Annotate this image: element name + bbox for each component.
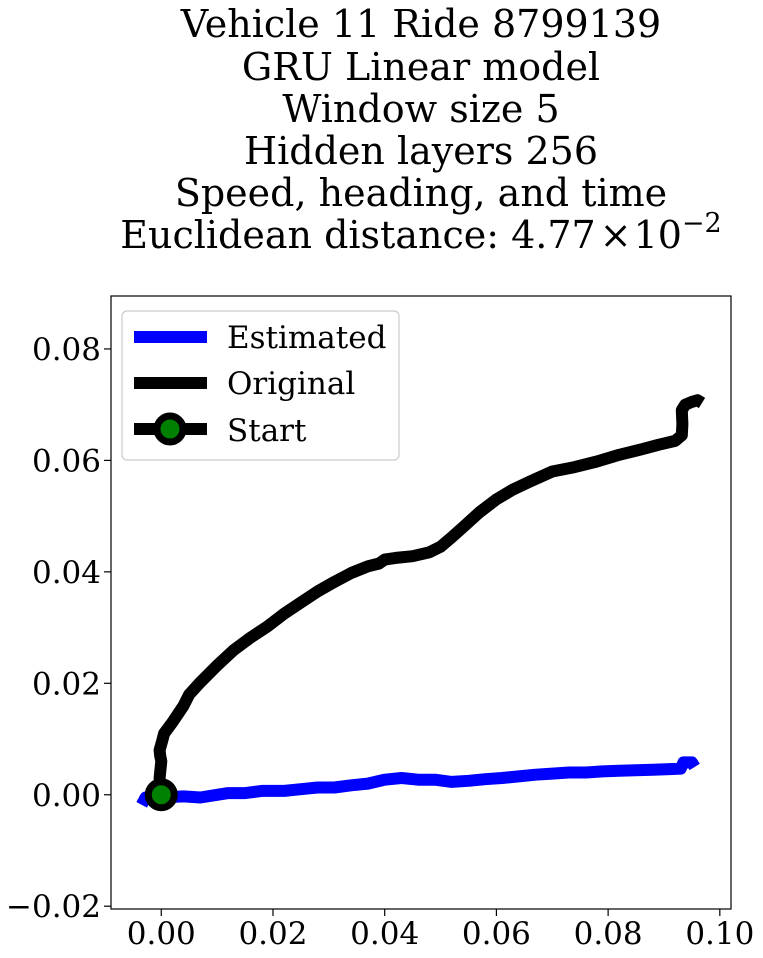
x-tick-label: 0.08: [574, 916, 643, 952]
x-tick-label: 0.02: [238, 916, 307, 952]
x-tick-label: 0.00: [127, 916, 196, 952]
legend-label-start: Start: [227, 413, 307, 449]
legend: Estimated Original Start: [121, 310, 400, 461]
y-axis: −0.02 0.00 0.02 0.04 0.06 0.08: [6, 332, 111, 925]
y-tick-label: 0.02: [32, 666, 101, 702]
series-layer: [136, 394, 706, 808]
axes-frame: [110, 295, 732, 910]
title-base: 10: [634, 213, 682, 257]
title-distance-prefix: Euclidean distance: 4.77: [120, 213, 595, 257]
x-axis: 0.00 0.02 0.04 0.06 0.08 0.10: [127, 909, 754, 952]
y-tick-label: 0.04: [32, 555, 101, 591]
legend-swatch-start-marker: [153, 412, 187, 446]
y-tick-label: −0.02: [6, 889, 101, 925]
chart-title-line-1: Vehicle 11 Ride 8799139: [180, 2, 661, 46]
x-tick-label: 0.04: [350, 916, 419, 952]
chart-title-line-3: Window size 5: [282, 87, 559, 131]
chart-title: Vehicle 11 Ride 8799139 GRU Linear model…: [120, 2, 721, 257]
y-tick-label: 0.06: [32, 443, 101, 479]
title-times-sign: ×: [600, 213, 632, 257]
x-tick-label: 0.06: [462, 916, 531, 952]
y-tick-label: 0.00: [32, 778, 101, 814]
title-exponent: −2: [682, 208, 722, 239]
legend-frame: [121, 310, 400, 461]
series-line-original: [153, 394, 706, 796]
chart-title-line-4: Hidden layers 256: [244, 129, 598, 173]
start-point-marker: [144, 778, 178, 812]
series-line-estimated: [136, 756, 700, 808]
y-tick-label: 0.08: [32, 332, 101, 368]
chart-title-line-5: Speed, heading, and time: [175, 171, 667, 215]
legend-label-original: Original: [227, 366, 355, 402]
legend-label-estimated: Estimated: [227, 320, 386, 356]
chart-title-line-2: GRU Linear model: [242, 45, 600, 89]
chart-title-line-6: Euclidean distance: 4.77 ×10−2: [120, 208, 721, 257]
start-marker-layer: [144, 778, 178, 812]
x-tick-label: 0.10: [685, 916, 754, 952]
plot-area: [110, 295, 732, 910]
